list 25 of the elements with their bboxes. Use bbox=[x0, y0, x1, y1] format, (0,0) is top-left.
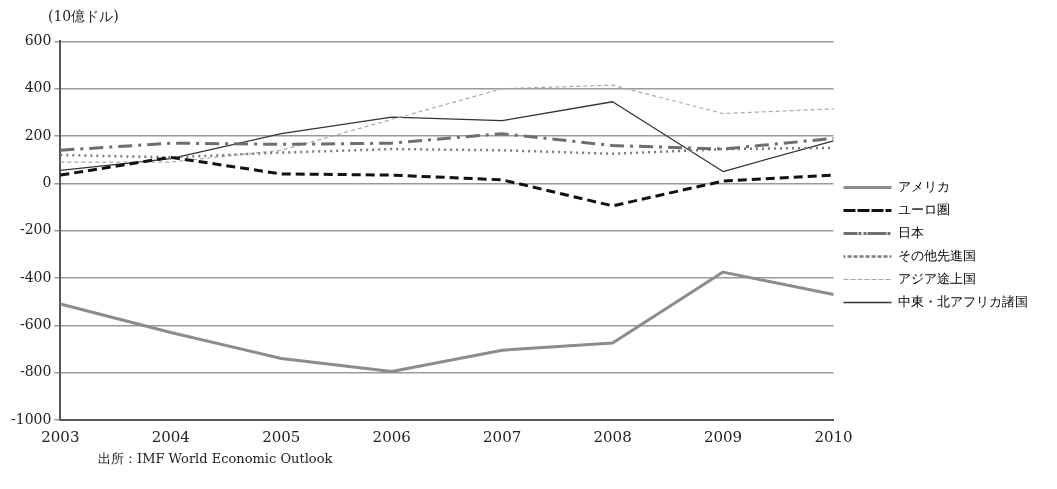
legend-label: アメリカ bbox=[898, 178, 950, 194]
x-tick-label: 2003 bbox=[41, 427, 80, 446]
y-tick-label: 200 bbox=[24, 126, 52, 143]
y-tick-label: 0 bbox=[42, 174, 52, 191]
y-tick-label: -200 bbox=[19, 221, 52, 238]
y-tick-label: -400 bbox=[19, 268, 52, 285]
y-axis-title: (10億ドル) bbox=[47, 8, 120, 26]
x-tick-label: 2005 bbox=[262, 427, 301, 446]
y-tick-label: -600 bbox=[19, 315, 52, 332]
legend-label: アジア途上国 bbox=[898, 270, 976, 286]
x-tick-label: 2006 bbox=[372, 427, 411, 446]
legend-label: 日本 bbox=[898, 224, 924, 240]
y-tick-label: -800 bbox=[19, 363, 52, 380]
legend-label: ユーロ圏 bbox=[898, 201, 950, 217]
x-tick-label: 2007 bbox=[483, 427, 522, 446]
text: 出所：IMF World Economic Outlook bbox=[97, 450, 334, 468]
x-tick-label: 2010 bbox=[814, 427, 853, 446]
y-tick-label: 400 bbox=[24, 79, 52, 96]
legend-label: その他先進国 bbox=[898, 247, 976, 263]
x-tick-label: 2008 bbox=[593, 427, 632, 446]
legend-label: 中東・北アフリカ諸国 bbox=[898, 293, 1028, 309]
y-tick-label: 600 bbox=[24, 32, 52, 49]
x-tick-label: 2004 bbox=[151, 427, 190, 446]
y-tick-label: -1000 bbox=[11, 410, 52, 427]
x-tick-label: 2009 bbox=[703, 427, 743, 446]
